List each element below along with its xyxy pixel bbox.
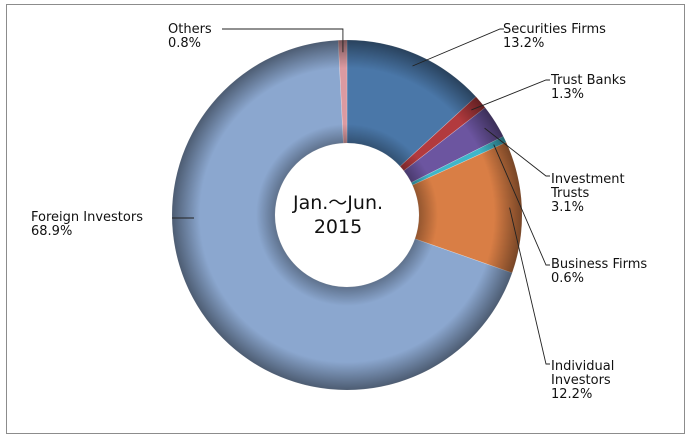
category-label-business-firms: Business Firms <box>551 257 647 272</box>
category-label-foreign-investors: Foreign Investors <box>31 210 143 225</box>
leader-line-trust-banks <box>471 79 550 111</box>
leader-lines <box>172 28 550 365</box>
value-label-business-firms: 0.6% <box>551 271 584 286</box>
leader-line-others <box>222 28 344 53</box>
category-label-individual-investors: Investors <box>551 373 611 388</box>
center-label-line-2: 2015 <box>314 216 362 238</box>
value-label-securities-firms: 13.2% <box>503 36 544 51</box>
value-label-individual-investors: 12.2% <box>551 387 592 402</box>
category-label-securities-firms: Securities Firms <box>503 22 606 37</box>
value-label-foreign-investors: 68.9% <box>31 224 72 239</box>
leader-line-business-firms <box>493 144 550 266</box>
value-label-others: 0.8% <box>168 36 201 51</box>
category-label-individual-investors: Individual <box>551 359 614 374</box>
leader-line-individual-investors <box>509 207 550 365</box>
leader-line-investment-trusts <box>484 127 550 177</box>
category-label-investment-trusts: Investment <box>551 172 625 187</box>
center-label-line-1: Jan.～Jun. <box>292 192 383 214</box>
category-label-others: Others <box>168 22 212 37</box>
leader-line-securities-firms <box>412 28 504 67</box>
value-label-trust-banks: 1.3% <box>551 87 584 102</box>
category-label-trust-banks: Trust Banks <box>550 73 626 88</box>
value-label-investment-trusts: 3.1% <box>551 200 584 215</box>
donut-slices <box>171 39 523 391</box>
category-label-investment-trusts: Trusts <box>550 186 589 201</box>
